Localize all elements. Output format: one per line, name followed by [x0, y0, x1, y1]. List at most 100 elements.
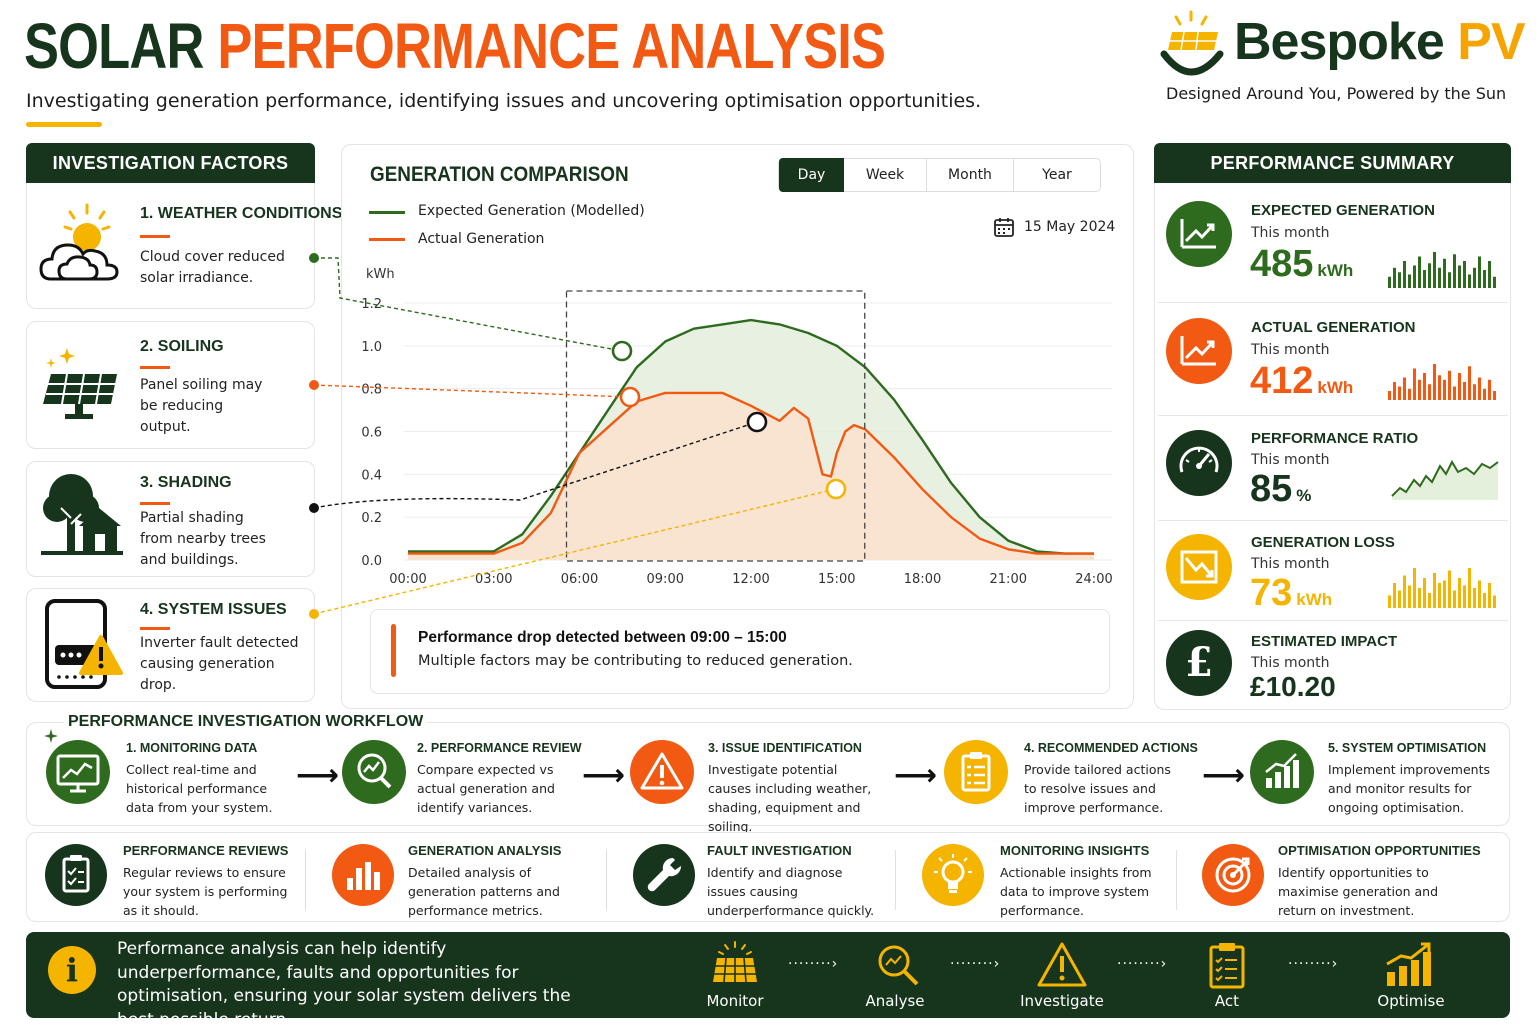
sparkline-bar — [1403, 575, 1406, 608]
summary-value: £10.20 — [1250, 671, 1336, 702]
lightbulb-icon — [922, 844, 984, 906]
brand-tagline: Designed Around You, Powered by the Sun — [1166, 84, 1507, 103]
magnifier-chart-icon — [342, 740, 406, 804]
sun-logo-icon — [1160, 10, 1224, 76]
page-title: SOLAR PERFORMANCE ANALYSIS — [24, 10, 886, 82]
sparkline-bar — [1413, 265, 1416, 288]
sparkline-bar — [1418, 256, 1421, 288]
sparkline-bar — [1493, 276, 1496, 288]
info-icon: i — [48, 946, 96, 994]
sparkline-bar — [1423, 270, 1426, 288]
tab-year[interactable]: Year — [1042, 167, 1072, 183]
sparkline-bar — [1433, 364, 1436, 400]
ratio-sparkline — [1391, 459, 1499, 500]
dotted-arrow-icon: ········› — [788, 956, 839, 972]
cloud-sun-icon — [39, 203, 119, 281]
sparkline-bar — [1403, 261, 1406, 288]
wrench-icon — [633, 844, 695, 906]
sparkline-bar — [1418, 588, 1421, 608]
sparkline-bar — [1483, 593, 1486, 608]
sparkline-bar — [1453, 254, 1456, 288]
footer-step-investigate: Investigate — [1020, 992, 1104, 1010]
summary-label: GENERATION LOSS — [1251, 534, 1395, 551]
inverter-warning-icon — [45, 599, 123, 689]
footer-text: Performance analysis can help identify u… — [117, 939, 571, 1024]
alert-text: Multiple factors may be contributing to … — [418, 653, 853, 669]
feature-divider — [895, 850, 896, 910]
workflow-step-desc: Implement improvements and monitor resul… — [1328, 762, 1491, 815]
sparkline-bar — [1463, 382, 1466, 400]
workflow-step-desc: Collect real-time and historical perform… — [126, 762, 273, 815]
loss-chart-icon — [1166, 534, 1232, 600]
summary-label: ESTIMATED IMPACT — [1251, 633, 1398, 650]
alert-accent — [391, 624, 396, 677]
sparkline-bar — [1478, 256, 1481, 288]
sparkline-bar — [1438, 583, 1441, 608]
feature-title: MONITORING INSIGHTS — [1000, 843, 1150, 858]
legend-expected-swatch — [369, 211, 405, 214]
summary-divider — [1158, 415, 1508, 416]
tab-week[interactable]: Week — [844, 158, 927, 192]
sparkline-bar — [1488, 261, 1491, 288]
factor-title: 2. SOILING — [140, 338, 224, 355]
tab-month[interactable]: Month — [927, 158, 1014, 192]
sparkline-bar — [1493, 595, 1496, 608]
summary-heading: PERFORMANCE SUMMARY — [1154, 143, 1511, 183]
feature-divider — [1176, 850, 1177, 910]
feature-desc: Detailed analysis of generation patterns… — [408, 865, 560, 918]
sparkline-bar — [1398, 590, 1401, 608]
tab-day[interactable]: Day — [779, 158, 844, 192]
sparkline-bar — [1433, 573, 1436, 608]
chart-date[interactable]: 15 May 2024 — [1024, 219, 1116, 235]
workflow-step-desc: Compare expected vs actual generation an… — [417, 762, 555, 815]
brand-suffix: PV — [1457, 13, 1525, 71]
sparkline-bar — [1408, 274, 1411, 288]
brand-name: Bespoke — [1234, 13, 1445, 71]
factor-soiling: 2. SOILING Panel soiling may be reducing… — [26, 321, 315, 449]
sparkline-bar — [1413, 368, 1416, 400]
period-tabs — [778, 158, 1101, 192]
feature-title: OPTIMISATION OPPORTUNITIES — [1278, 843, 1481, 858]
sparkline-bar — [1448, 570, 1451, 608]
sparkline-bar — [1478, 377, 1481, 400]
summary-label: EXPECTED GENERATION — [1251, 202, 1435, 219]
feature-desc: Actionable insights from data to improve… — [1000, 865, 1152, 918]
workflow-step-title: 5. SYSTEM OPTIMISATION — [1328, 741, 1487, 755]
factor-desc: Panel soiling may be reducing output. — [140, 377, 263, 435]
bar-chart-icon — [332, 844, 394, 906]
summary-loss: GENERATION LOSS This month 73 kWh — [1156, 526, 1510, 620]
workflow-step-desc: Provide tailored actions to resolve issu… — [1024, 762, 1171, 815]
brand-logo: Bespoke PV Designed Around You, Powered … — [1158, 6, 1526, 116]
summary-value: 412 kWh — [1250, 360, 1354, 402]
accent-bar — [26, 122, 102, 127]
warning-icon — [1037, 942, 1087, 987]
factor-title: 4. SYSTEM ISSUES — [140, 601, 287, 618]
sparkline-bar — [1408, 388, 1411, 400]
workflow-step-title: 4. RECOMMENDED ACTIONS — [1024, 741, 1198, 755]
arrow-right-icon: ⟶ — [894, 758, 938, 793]
feature-title: GENERATION ANALYSIS — [408, 843, 562, 858]
clipboard-icon — [944, 740, 1008, 804]
sparkline-bar — [1438, 375, 1441, 400]
feature-desc: Identify and diagnose issues causing und… — [707, 865, 875, 918]
sparkline-bar — [1473, 384, 1476, 400]
summary-expected: EXPECTED GENERATION This month 485 kWh — [1156, 193, 1510, 303]
sparkline-bar — [1463, 585, 1466, 608]
sparkline-bar — [1458, 265, 1461, 288]
expected-sparkline — [1388, 252, 1496, 288]
sparkline-bar — [1453, 386, 1456, 400]
footer-step-act: Act — [1214, 992, 1240, 1010]
page-subtitle: Investigating generation performance, id… — [26, 90, 982, 112]
sparkline-bar — [1423, 373, 1426, 400]
legend-expected-label: Expected Generation (Modelled) — [418, 203, 645, 219]
warning-icon — [630, 740, 694, 804]
clipboard-icon — [1209, 943, 1245, 989]
calendar-icon[interactable] — [993, 216, 1015, 238]
sparkline-bar — [1453, 590, 1456, 608]
workflow-step-title: 1. MONITORING DATA — [126, 741, 258, 755]
checklist-icon — [45, 844, 107, 906]
arrow-right-icon: ⟶ — [296, 758, 340, 793]
sparkline-bar — [1443, 379, 1446, 400]
factor-desc: Partial shading from nearby trees and bu… — [140, 510, 266, 568]
sparkline-bar — [1483, 388, 1486, 400]
